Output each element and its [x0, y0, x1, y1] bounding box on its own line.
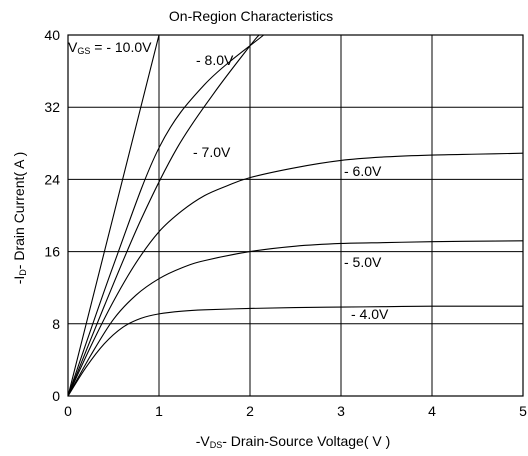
series-label-6v: - 6.0V: [344, 163, 382, 179]
x-tick-label: 2: [246, 403, 254, 419]
series-label-5v: - 5.0V: [344, 254, 382, 270]
y-tick-labels: 0 8 16 24 32 40: [44, 27, 60, 404]
x-tick-label: 4: [428, 403, 436, 419]
y-tick-label: 32: [44, 99, 60, 115]
chart-title: On-Region Characteristics: [169, 8, 333, 24]
curve-vgs-5v: [67, 240, 524, 397]
x-tick-label: 1: [155, 403, 163, 419]
y-tick-label: 16: [44, 244, 60, 260]
curve-vgs-7v: [67, 34, 260, 397]
y-tick-label: 24: [44, 171, 60, 187]
series-label-8v: - 8.0V: [196, 52, 234, 68]
x-tick-labels: 0 1 2 3 4 5: [64, 403, 527, 419]
series-label-vgs-10: VGS = - 10.0V: [68, 39, 152, 56]
grid: [68, 35, 523, 396]
x-tick-label: 3: [337, 403, 345, 419]
x-tick-label: 5: [519, 403, 527, 419]
curve-vgs-8v: [67, 34, 265, 397]
y-axis-label: -ID- Drain Current( A ): [11, 152, 28, 285]
curve-vgs-6v: [67, 152, 524, 397]
curve-vgs-10v: [67, 34, 160, 397]
y-tick-label: 8: [52, 316, 60, 332]
curves: [67, 34, 524, 397]
y-tick-label: 0: [52, 388, 60, 404]
plot-frame: [67, 34, 524, 397]
curve-vgs-4v: [67, 305, 523, 397]
x-tick-label: 0: [64, 403, 72, 419]
y-tick-label: 40: [44, 27, 60, 43]
series-label-7v: - 7.0V: [193, 144, 231, 160]
x-axis-label: -VDS- Drain-Source Voltage( V ): [196, 433, 391, 450]
series-label-4v: - 4.0V: [351, 306, 389, 322]
